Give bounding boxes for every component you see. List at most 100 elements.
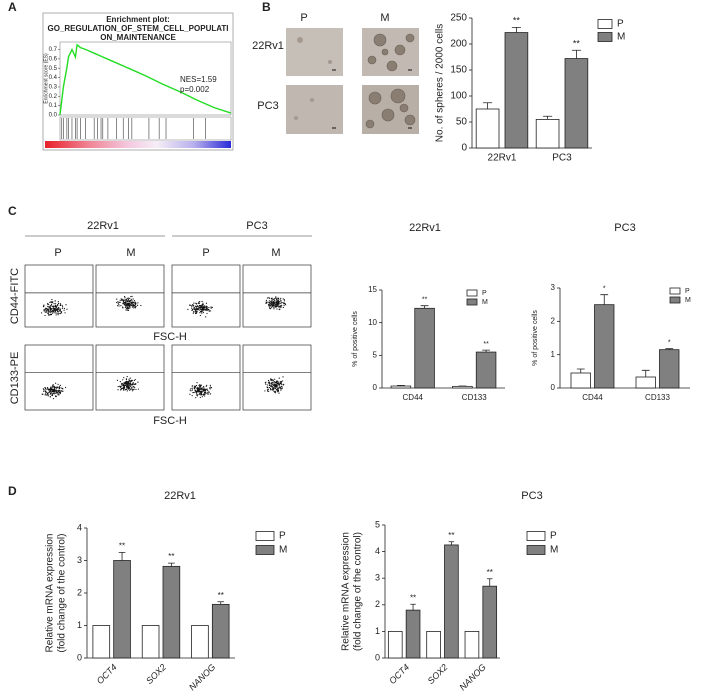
event xyxy=(268,300,270,302)
legend-swatch xyxy=(255,531,275,541)
error-bar xyxy=(118,551,126,561)
event xyxy=(117,301,119,303)
event xyxy=(120,305,122,307)
event xyxy=(274,302,276,304)
event xyxy=(50,313,53,315)
event xyxy=(137,381,139,383)
event xyxy=(58,307,60,309)
event xyxy=(47,310,49,312)
event xyxy=(133,379,135,382)
event xyxy=(44,314,46,317)
cell xyxy=(310,98,314,102)
event xyxy=(195,384,198,387)
event xyxy=(57,393,59,395)
event xyxy=(52,388,54,390)
event xyxy=(211,306,213,308)
event xyxy=(193,302,195,304)
event xyxy=(128,384,130,386)
event xyxy=(126,306,128,308)
significance: * xyxy=(603,286,606,293)
event xyxy=(135,382,137,385)
error-bar xyxy=(168,562,175,567)
event xyxy=(195,390,197,393)
event xyxy=(49,388,51,390)
event xyxy=(49,307,52,309)
event xyxy=(276,300,278,302)
event xyxy=(132,302,134,304)
event xyxy=(275,385,277,387)
bar xyxy=(141,625,160,659)
event xyxy=(57,386,59,388)
event xyxy=(126,298,128,300)
event xyxy=(269,308,271,310)
error-bar xyxy=(576,368,585,373)
event xyxy=(198,301,200,303)
y-tick-label: 1 xyxy=(375,626,380,636)
chart-title: PC3 xyxy=(614,222,635,234)
event xyxy=(128,388,130,390)
event xyxy=(54,300,56,302)
event xyxy=(189,304,191,306)
event xyxy=(129,383,132,386)
event xyxy=(121,382,123,385)
event xyxy=(283,302,285,304)
event xyxy=(281,301,283,304)
event xyxy=(42,388,44,390)
event xyxy=(51,394,53,396)
y-tick-label: 10 xyxy=(368,318,377,327)
significance: ** xyxy=(218,591,224,600)
event xyxy=(202,394,204,396)
event xyxy=(133,307,135,309)
event xyxy=(131,306,134,308)
bar xyxy=(535,119,560,149)
event xyxy=(51,298,53,301)
event xyxy=(203,388,205,390)
event xyxy=(195,312,197,314)
event xyxy=(56,391,58,394)
event xyxy=(282,306,284,309)
event xyxy=(43,389,45,391)
event xyxy=(120,298,122,300)
event xyxy=(203,309,205,311)
column-label: P xyxy=(300,12,307,24)
event xyxy=(280,299,282,302)
subtitle: GO_REGULATION_OF_STEM_CELL_POPULATION_MA… xyxy=(47,24,229,42)
enrichment-title-box: Enrichment plot: GO_REGULATION_OF_STEM_C… xyxy=(47,15,229,42)
event xyxy=(199,391,201,393)
event xyxy=(136,304,139,306)
event xyxy=(264,382,266,384)
event xyxy=(187,308,189,310)
event xyxy=(272,385,274,387)
event xyxy=(191,387,193,389)
event xyxy=(203,386,205,388)
event xyxy=(206,305,208,308)
y-tick-label: 1 xyxy=(77,620,82,630)
significance: ** xyxy=(448,531,454,540)
error-bar xyxy=(217,601,225,605)
event xyxy=(55,312,57,314)
event xyxy=(50,392,52,394)
event xyxy=(129,307,131,309)
event xyxy=(116,305,119,307)
event xyxy=(274,381,277,383)
event xyxy=(269,306,271,308)
event xyxy=(61,304,63,306)
flow-plot xyxy=(242,264,312,328)
event xyxy=(57,302,60,305)
event xyxy=(131,388,134,390)
event xyxy=(279,306,281,308)
event xyxy=(189,393,191,395)
event xyxy=(283,304,285,307)
event xyxy=(126,309,128,311)
event xyxy=(272,302,274,305)
event xyxy=(52,392,54,395)
event xyxy=(128,303,130,306)
y-tick-label: 2 xyxy=(77,587,82,597)
group-label: 22Rv1 xyxy=(87,220,119,232)
event xyxy=(58,385,60,387)
event xyxy=(190,388,192,390)
event xyxy=(123,299,125,301)
event xyxy=(48,390,51,392)
event xyxy=(192,312,194,314)
event xyxy=(132,383,134,385)
